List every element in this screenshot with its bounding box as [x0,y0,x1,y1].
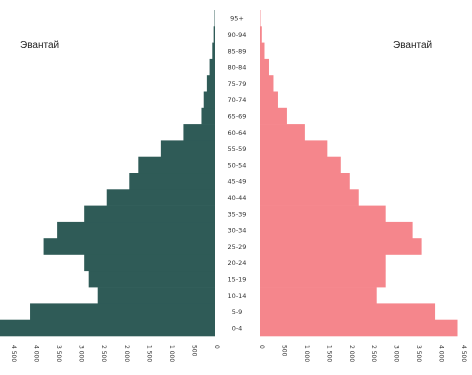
age-group-label: 70-74 [228,96,247,104]
age-group-label: 0-4 [232,324,243,332]
age-group-label: 80-84 [228,64,247,72]
age-group-label: 65-69 [228,112,247,120]
right-bar [260,270,386,288]
left-axis-tick-label: 500 [190,345,197,357]
age-group-label: 45-49 [228,178,247,186]
left-axis-tick-label: 3 000 [78,345,85,362]
left-bar [203,91,215,109]
right-axis-tick-label: 500 [280,345,287,357]
left-bar [201,107,215,125]
right-bar [260,26,262,43]
right-axis-tick-label: 3 500 [415,345,422,362]
right-axis-tick-label: 0 [258,345,265,349]
right-bar [260,156,341,174]
left-bar [84,205,215,223]
age-group-label: 50-54 [228,161,247,169]
age-group-label: 40-44 [228,194,247,202]
right-bar [260,140,328,157]
age-group-label: 15-19 [228,275,247,283]
left-axis-tick-label: 3 500 [55,345,62,362]
right-bar [260,124,305,141]
right-axis-tick-label: 1 500 [325,345,332,362]
age-group-label: 5-9 [232,308,243,316]
right-bar [260,205,386,223]
right-bar [260,58,269,76]
right-bar [260,107,287,125]
left-series-label: Эвантай [20,40,60,51]
left-bar [57,221,215,239]
age-group-label: 55-59 [228,145,247,153]
left-bar [0,319,216,337]
left-bar [183,124,215,141]
left-axis-tick-label: 2 000 [123,345,130,362]
age-group-label: 25-29 [228,243,247,251]
left-bar [43,238,216,255]
left-bar [88,270,215,288]
right-bar [260,287,377,304]
left-bar [213,26,215,43]
left-bar [97,287,215,304]
right-axis-tick-label: 1 000 [303,345,310,362]
left-axis-tick-label: 4 500 [10,345,17,362]
left-bar [206,75,215,92]
right-bar [260,189,359,206]
left-bar [106,189,215,206]
left-bar [84,254,215,272]
right-bar [260,42,265,60]
right-bar [260,75,274,92]
age-group-label: 85-89 [228,47,247,55]
left-axis-tick-label: 4 000 [33,345,40,362]
right-axis-tick-label: 3 000 [393,345,400,362]
age-group-label: 35-39 [228,210,247,218]
left-bar [209,58,215,76]
left-bar [138,156,215,174]
right-series-label: Эвантай [393,40,433,51]
left-axis-tick-label: 1 500 [145,345,152,362]
left-axis-tick-label: 0 [213,345,220,349]
right-bar [260,319,458,337]
right-axis-tick-label: 2 000 [348,345,355,362]
right-bar [260,91,278,109]
age-group-label: 60-64 [228,129,247,137]
right-axis-tick-label: 4 500 [460,345,467,362]
age-group-label: 30-34 [228,227,247,235]
age-group-label: 20-24 [228,259,247,267]
right-bar [260,303,436,320]
right-bar [260,173,350,190]
left-bar [129,173,215,190]
right-bar [260,221,413,239]
left-bar [160,140,215,157]
age-group-label: 10-14 [228,292,247,300]
age-group-label: 90-94 [228,31,247,39]
left-bar [30,303,215,320]
right-axis-tick-label: 2 500 [370,345,377,362]
age-group-label: 75-79 [228,80,247,88]
right-axis-tick-label: 4 000 [438,345,445,362]
right-bar [260,238,422,255]
left-axis-tick-label: 1 000 [168,345,175,362]
left-axis-tick-label: 2 500 [100,345,107,362]
left-bar [212,42,215,60]
right-bar [260,254,386,272]
age-group-label: 95+ [230,15,244,23]
